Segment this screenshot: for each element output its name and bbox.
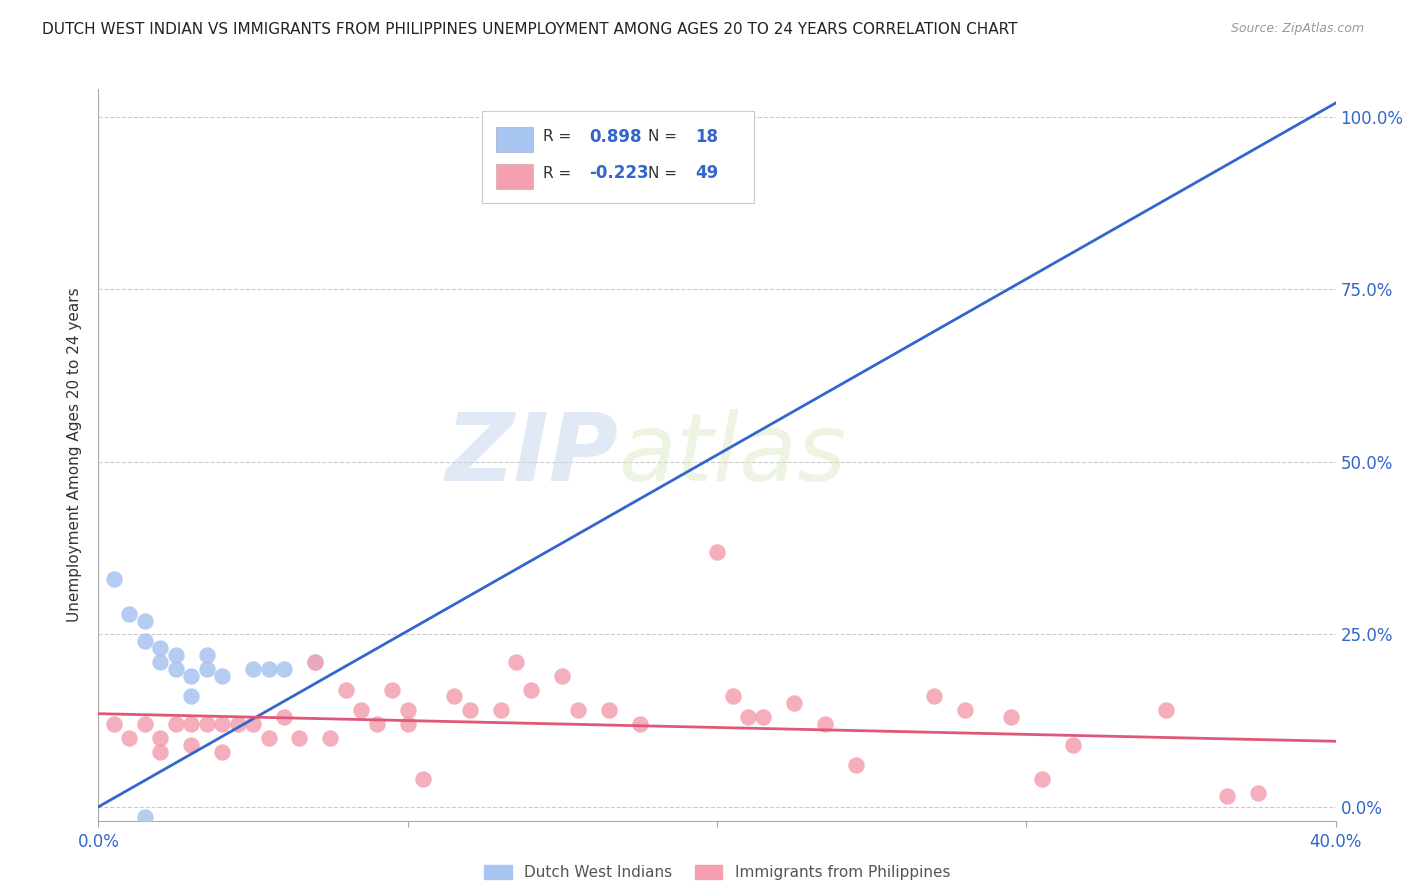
Point bbox=[134, 634, 156, 648]
Point bbox=[165, 648, 187, 662]
Point bbox=[118, 607, 141, 621]
Point bbox=[242, 717, 264, 731]
Point bbox=[412, 772, 434, 787]
Text: Source: ZipAtlas.com: Source: ZipAtlas.com bbox=[1230, 22, 1364, 36]
Point bbox=[567, 703, 589, 717]
Text: N =: N = bbox=[648, 129, 676, 145]
Point bbox=[520, 682, 543, 697]
Point bbox=[505, 655, 527, 669]
Point bbox=[273, 662, 295, 676]
Point bbox=[149, 745, 172, 759]
Point bbox=[721, 690, 744, 704]
Point bbox=[366, 717, 388, 731]
Text: R =: R = bbox=[543, 129, 571, 145]
Point bbox=[922, 690, 945, 704]
Point bbox=[149, 655, 172, 669]
Point bbox=[195, 717, 218, 731]
Point bbox=[165, 717, 187, 731]
Point bbox=[1216, 789, 1239, 804]
FancyBboxPatch shape bbox=[482, 112, 754, 202]
Point bbox=[1031, 772, 1053, 787]
Point bbox=[1000, 710, 1022, 724]
Point bbox=[953, 703, 976, 717]
Point bbox=[103, 572, 125, 586]
Point bbox=[489, 703, 512, 717]
Point bbox=[706, 544, 728, 558]
Point bbox=[180, 717, 202, 731]
Point bbox=[814, 717, 837, 731]
Point bbox=[149, 641, 172, 656]
Point bbox=[180, 738, 202, 752]
Point bbox=[288, 731, 311, 745]
Point bbox=[319, 731, 342, 745]
Legend: Dutch West Indians, Immigrants from Philippines: Dutch West Indians, Immigrants from Phil… bbox=[478, 859, 956, 886]
FancyBboxPatch shape bbox=[495, 163, 533, 189]
Text: R =: R = bbox=[543, 166, 571, 181]
Point bbox=[350, 703, 373, 717]
Point bbox=[180, 669, 202, 683]
Text: -0.223: -0.223 bbox=[589, 164, 650, 182]
Point bbox=[211, 745, 233, 759]
Point bbox=[443, 690, 465, 704]
Point bbox=[1247, 786, 1270, 800]
Point bbox=[273, 710, 295, 724]
Point bbox=[165, 662, 187, 676]
Point bbox=[1062, 738, 1084, 752]
Point bbox=[195, 648, 218, 662]
Point bbox=[211, 669, 233, 683]
Point bbox=[396, 703, 419, 717]
Point bbox=[598, 703, 620, 717]
FancyBboxPatch shape bbox=[495, 127, 533, 153]
Point bbox=[335, 682, 357, 697]
Point bbox=[752, 710, 775, 724]
Point bbox=[1154, 703, 1177, 717]
Text: N =: N = bbox=[648, 166, 676, 181]
Point bbox=[551, 669, 574, 683]
Text: 0.898: 0.898 bbox=[589, 128, 643, 145]
Point bbox=[195, 662, 218, 676]
Point bbox=[737, 710, 759, 724]
Point bbox=[257, 731, 280, 745]
Point bbox=[257, 662, 280, 676]
Text: DUTCH WEST INDIAN VS IMMIGRANTS FROM PHILIPPINES UNEMPLOYMENT AMONG AGES 20 TO 2: DUTCH WEST INDIAN VS IMMIGRANTS FROM PHI… bbox=[42, 22, 1018, 37]
Y-axis label: Unemployment Among Ages 20 to 24 years: Unemployment Among Ages 20 to 24 years bbox=[67, 287, 83, 623]
Text: atlas: atlas bbox=[619, 409, 846, 500]
Point bbox=[783, 696, 806, 710]
Point bbox=[226, 717, 249, 731]
Point bbox=[180, 690, 202, 704]
Point bbox=[628, 717, 651, 731]
Text: 49: 49 bbox=[695, 164, 718, 182]
Point bbox=[381, 682, 404, 697]
Point bbox=[134, 614, 156, 628]
Point bbox=[149, 731, 172, 745]
Point bbox=[118, 731, 141, 745]
Text: 18: 18 bbox=[695, 128, 718, 145]
Point bbox=[103, 717, 125, 731]
Point bbox=[396, 717, 419, 731]
Point bbox=[211, 717, 233, 731]
Text: ZIP: ZIP bbox=[446, 409, 619, 501]
Point bbox=[134, 717, 156, 731]
Point bbox=[304, 655, 326, 669]
Point bbox=[458, 703, 481, 717]
Point bbox=[242, 662, 264, 676]
Point bbox=[304, 655, 326, 669]
Point bbox=[845, 758, 868, 772]
Point bbox=[134, 810, 156, 824]
